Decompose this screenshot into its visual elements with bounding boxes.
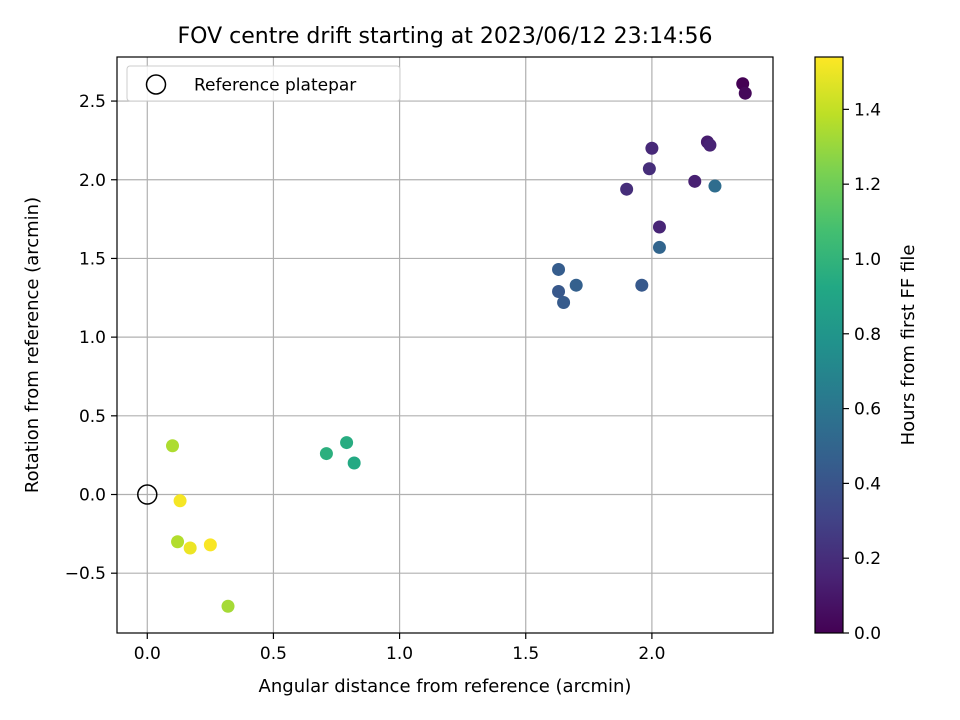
colorbar-frame bbox=[814, 56, 844, 634]
data-point bbox=[708, 179, 722, 193]
data-point bbox=[347, 456, 361, 470]
data-points bbox=[137, 77, 752, 613]
data-point bbox=[569, 278, 583, 292]
data-point bbox=[635, 278, 649, 292]
y-tick-label: −0.5 bbox=[65, 564, 106, 584]
data-point bbox=[340, 436, 354, 450]
x-tick-label: 0.0 bbox=[134, 644, 161, 664]
data-point bbox=[688, 174, 702, 188]
data-point bbox=[652, 240, 666, 254]
colorbar-label: Hours from first FF file bbox=[898, 245, 919, 446]
y-tick-label: 1.5 bbox=[79, 249, 106, 269]
data-point bbox=[319, 447, 333, 461]
x-tick-label: 0.5 bbox=[260, 644, 287, 664]
x-tick-label: 1.0 bbox=[386, 644, 413, 664]
y-tick-label: 2.5 bbox=[79, 92, 106, 112]
legend: Reference platepar bbox=[126, 65, 401, 102]
colorbar-tick-label: 0.0 bbox=[854, 624, 881, 644]
data-point bbox=[738, 86, 752, 100]
legend-marker-reference bbox=[145, 74, 167, 95]
y-tick-label: 0.0 bbox=[79, 486, 106, 506]
data-point bbox=[552, 284, 566, 298]
x-tick-label: 1.5 bbox=[512, 644, 539, 664]
data-point bbox=[703, 138, 717, 152]
colorbar-tick-label: 1.2 bbox=[854, 175, 881, 195]
data-point bbox=[221, 599, 235, 613]
data-point bbox=[620, 182, 634, 196]
colorbar-tick-label: 0.6 bbox=[854, 400, 881, 420]
colorbar: 0.0 0.2 0.4 0.6 0.8 1.0 1.2 1.4 Hours from firs… bbox=[814, 56, 919, 644]
plot-frame bbox=[116, 56, 774, 634]
x-axis: 0.0 0.5 1.0 1.5 2.0 bbox=[134, 633, 665, 664]
data-point bbox=[166, 439, 180, 453]
y-axis-label: Rotation from reference (arcmin) bbox=[22, 197, 43, 493]
data-point bbox=[652, 220, 666, 234]
x-tick-label: 2.0 bbox=[638, 644, 665, 664]
y-axis: −0.5 0.0 0.5 1.0 1.5 2.0 2.5 bbox=[65, 92, 117, 584]
colorbar-tick-label: 1.4 bbox=[854, 100, 881, 120]
data-point bbox=[171, 535, 185, 549]
colorbar-tick-label: 0.2 bbox=[854, 549, 881, 569]
colorbar-ticks: 0.0 0.2 0.4 0.6 0.8 1.0 1.2 1.4 bbox=[843, 100, 881, 644]
colorbar-tick-label: 0.4 bbox=[854, 474, 881, 494]
y-tick-label: 0.5 bbox=[79, 407, 106, 427]
data-point bbox=[203, 538, 217, 552]
data-point bbox=[642, 162, 656, 176]
colorbar-tick-label: 0.8 bbox=[854, 325, 881, 345]
legend-box bbox=[126, 65, 401, 102]
data-point bbox=[557, 296, 571, 310]
data-point bbox=[552, 262, 566, 276]
data-point bbox=[645, 141, 659, 155]
y-tick-label: 2.0 bbox=[79, 171, 106, 191]
data-point bbox=[183, 541, 197, 555]
data-point bbox=[173, 494, 187, 508]
y-tick-label: 1.0 bbox=[79, 328, 106, 348]
reference-platepar-point bbox=[137, 484, 158, 505]
colorbar-gradient bbox=[815, 57, 843, 633]
chart-title: FOV centre drift starting at 2023/06/12 … bbox=[178, 24, 713, 49]
legend-label-reference: Reference platepar bbox=[194, 76, 356, 96]
colorbar-tick-label: 1.0 bbox=[854, 250, 881, 270]
x-axis-label: Angular distance from reference (arcmin) bbox=[259, 676, 632, 697]
